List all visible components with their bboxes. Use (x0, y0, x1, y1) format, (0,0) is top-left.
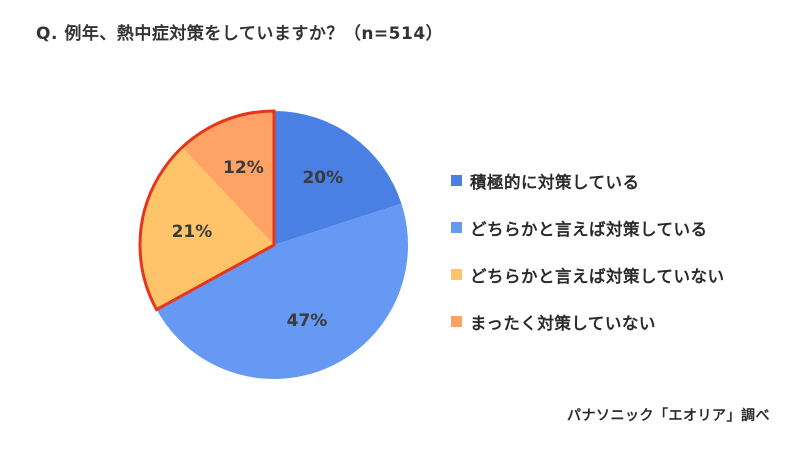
legend-swatch-icon (451, 175, 462, 186)
slice-label-active: 20% (302, 167, 344, 188)
legend-swatch-icon (451, 222, 462, 233)
legend-item-somewhat-not: どちらかと言えば対策していない (451, 264, 725, 286)
slice-label-somewhat-not: 21% (171, 222, 213, 242)
pie-slice (182, 111, 274, 245)
legend-label: どちらかと言えば対策している (470, 219, 708, 239)
legend-swatch-icon (451, 316, 462, 327)
chart-title: Q. 例年、熱中症対策をしていますか？（n=514） (36, 24, 444, 44)
pie-slice (140, 147, 274, 310)
pie-slice (156, 203, 408, 379)
legend: 積極的に対策している どちらかと言えば対策している どちらかと言えば対策していな… (451, 170, 725, 358)
legend-label: 積極的に対策している (470, 172, 640, 192)
slice-label-somewhat-active: 47% (286, 311, 328, 332)
legend-swatch-icon (451, 269, 462, 280)
source-note: パナソニック「エオリア」調べ (567, 408, 770, 424)
pie-slice (274, 111, 402, 245)
legend-label: どちらかと言えば対策していない (470, 266, 725, 286)
highlight-outline (138, 109, 276, 312)
slice-label-not-at-all: 12% (223, 157, 264, 178)
legend-item-active: 積極的に対策している (451, 170, 725, 192)
legend-item-somewhat-active: どちらかと言えば対策している (451, 217, 725, 239)
legend-label: まったく対策していない (470, 313, 656, 333)
legend-item-not-at-all: まったく対策していない (451, 311, 725, 333)
